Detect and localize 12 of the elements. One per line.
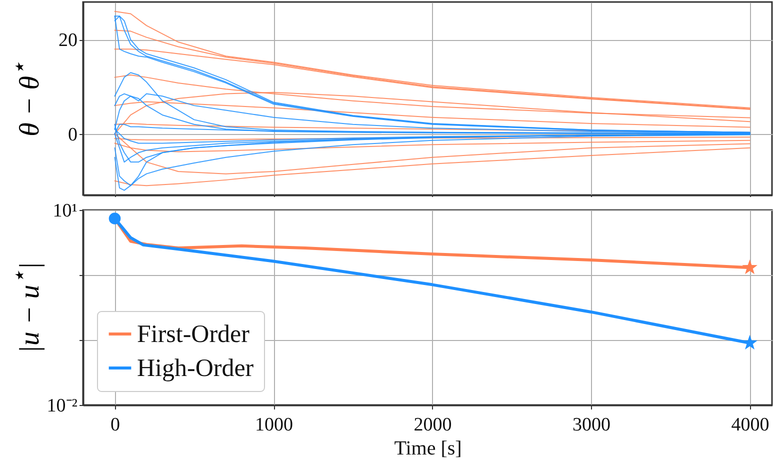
y-tick-label: 10⁻² [46,396,78,416]
y-tick-label: 20 [58,30,78,52]
x-tick-label: 3000 [572,414,611,436]
x-tick-label: 0 [110,414,120,436]
x-axis-title: Time [s] [394,438,462,460]
y-tick-label: 0 [68,124,78,146]
x-tick-label: 4000 [731,414,770,436]
y-tick-label: 10¹ [52,200,78,222]
legend-label: High-Order [137,355,254,382]
x-tick-label: 2000 [414,414,452,436]
legend-label: First-Order [137,321,250,348]
x-tick-label: 1000 [255,414,294,436]
